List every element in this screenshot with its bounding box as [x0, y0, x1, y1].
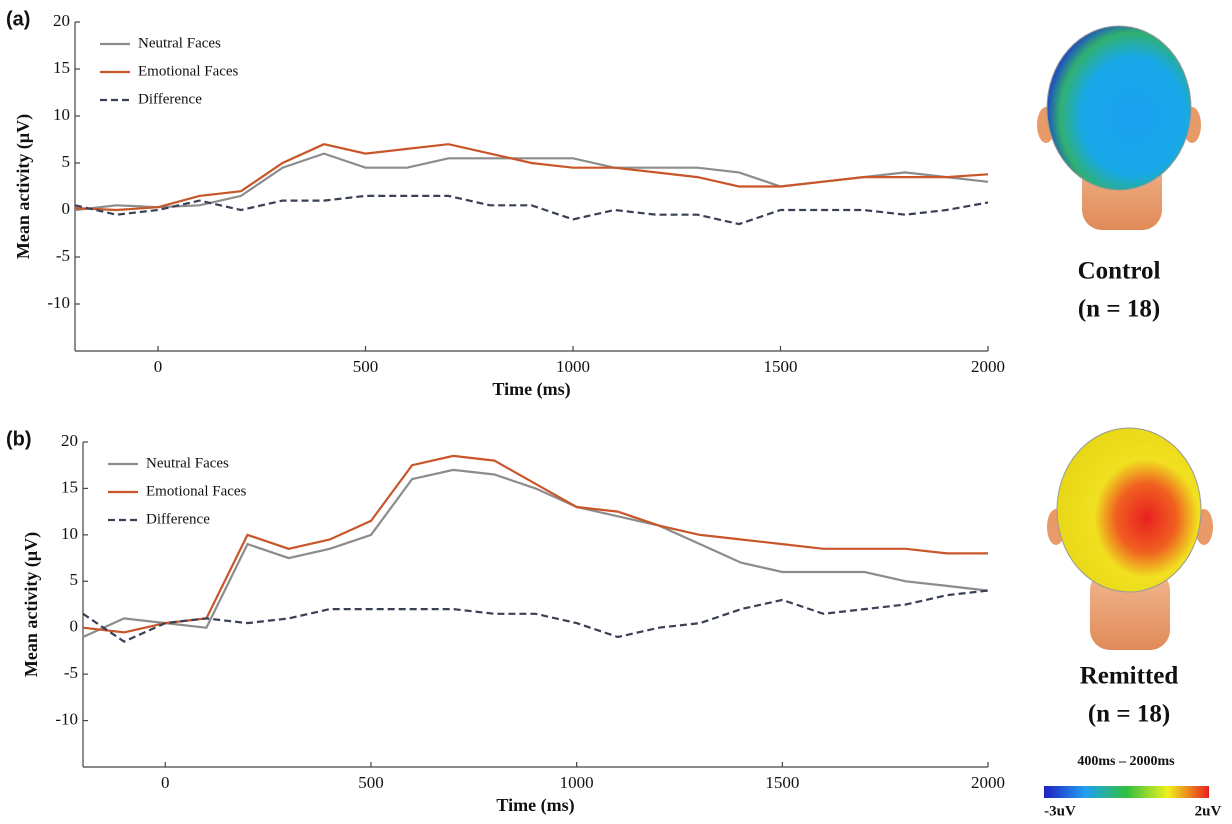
series-line: [74, 143, 989, 212]
y-tick-label: -10: [47, 293, 70, 312]
x-tick-label: 1000: [556, 357, 590, 376]
y-axis-label: Mean activity (μV): [13, 114, 34, 259]
y-tick-label: 10: [61, 524, 78, 543]
x-tick-label: 1000: [560, 773, 594, 792]
y-tick-label: 0: [62, 199, 71, 218]
series-line: [82, 468, 989, 639]
group-caption: Remitted: [1080, 663, 1179, 690]
y-tick-label: -5: [56, 246, 70, 265]
x-axis-label: Time (ms): [492, 379, 570, 400]
x-tick-label: 1500: [764, 357, 798, 376]
colorbar-max: 2uV: [1195, 803, 1222, 819]
colorbar-title: 400ms – 2000ms: [1077, 754, 1175, 769]
n-caption: (n = 18): [1088, 701, 1170, 728]
series-line: [82, 589, 989, 643]
y-tick-label: 20: [61, 431, 78, 450]
topomap-a: [1037, 25, 1201, 230]
panel-label: (b): [6, 428, 32, 450]
legend-label: Neutral Faces: [146, 455, 229, 471]
y-tick-label: 10: [53, 105, 70, 124]
legend-label: Difference: [138, 91, 202, 107]
x-tick-label: 1500: [765, 773, 799, 792]
y-tick-label: 15: [53, 58, 70, 77]
y-tick-label: 15: [61, 477, 78, 496]
panel-label: (a): [6, 8, 30, 30]
x-tick-label: 2000: [971, 357, 1005, 376]
y-tick-label: 20: [53, 11, 70, 30]
group-caption: Control: [1078, 258, 1161, 285]
x-tick-label: 0: [154, 357, 163, 376]
x-tick-label: 500: [353, 357, 379, 376]
x-tick-label: 0: [161, 773, 170, 792]
y-tick-label: -5: [64, 663, 78, 682]
x-tick-label: 2000: [971, 773, 1005, 792]
topomap-b: [1047, 427, 1213, 650]
legend-label: Emotional Faces: [138, 63, 239, 79]
series-line: [74, 194, 989, 226]
y-tick-label: 5: [62, 152, 71, 171]
y-tick-label: -10: [55, 709, 78, 728]
n-caption: (n = 18): [1078, 296, 1160, 323]
x-axis-label: Time (ms): [496, 795, 574, 816]
y-tick-label: 0: [70, 617, 79, 636]
y-axis-label: Mean activity (μV): [21, 532, 42, 677]
colorbar: [1044, 786, 1209, 798]
y-tick-label: 5: [70, 570, 79, 589]
colorbar-min: -3uV: [1044, 803, 1076, 819]
x-tick-label: 500: [358, 773, 384, 792]
series-line: [82, 454, 988, 634]
legend-label: Difference: [146, 511, 210, 527]
legend-label: Emotional Faces: [146, 483, 247, 499]
legend-label: Neutral Faces: [138, 35, 221, 51]
